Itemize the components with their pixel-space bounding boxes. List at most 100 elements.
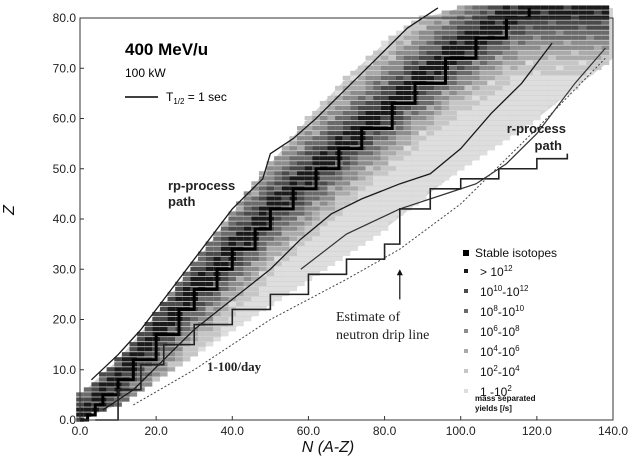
- yield-cell: [373, 186, 381, 191]
- yield-cell: [121, 397, 130, 402]
- yield-cell: [289, 141, 298, 146]
- yield-cell: [236, 211, 244, 216]
- yield-cell: [548, 50, 556, 55]
- yield-cell: [365, 181, 374, 186]
- yield-cell: [342, 100, 351, 106]
- yield-cell: [510, 121, 518, 126]
- y-tick-label: 40.0: [53, 212, 77, 226]
- yield-cell: [510, 85, 518, 91]
- yield-cell: [312, 121, 320, 126]
- yield-cell: [441, 10, 450, 15]
- yield-cell: [357, 115, 366, 121]
- yield-cell: [555, 30, 564, 35]
- yield-cell: [411, 25, 419, 30]
- yield-cell: [555, 65, 564, 71]
- yield-cell: [533, 55, 541, 60]
- yield-cell: [205, 251, 214, 256]
- yield-cell: [121, 357, 130, 362]
- yield-cell: [388, 35, 396, 40]
- yield-cell: [479, 90, 488, 96]
- yield-cell: [319, 266, 328, 272]
- yield-cell: [289, 266, 298, 272]
- yield-cell: [563, 40, 572, 45]
- yield-cell: [426, 60, 435, 65]
- yield-cell: [198, 281, 206, 287]
- yield-cell: [533, 80, 541, 86]
- yield-cell: [510, 25, 518, 30]
- yield-cell: [274, 271, 282, 277]
- yield-cell: [434, 171, 442, 176]
- yield-cell: [434, 75, 442, 81]
- yield-cell: [533, 85, 541, 91]
- yield-cell: [144, 337, 153, 342]
- yield-cell: [319, 151, 328, 156]
- yield-cell: [434, 90, 442, 96]
- yield-cell: [365, 115, 374, 121]
- yield-cell: [395, 156, 404, 161]
- yield-cell: [152, 311, 160, 317]
- yield-cell: [106, 377, 115, 382]
- yield-cell: [243, 316, 252, 322]
- yield-cell: [411, 191, 419, 196]
- yield-cell: [434, 105, 442, 111]
- yield-cell: [472, 80, 480, 86]
- yield-cell: [228, 327, 237, 332]
- yield-cell: [418, 136, 427, 141]
- yield-cell: [449, 151, 457, 156]
- yield-cell: [540, 10, 549, 15]
- y-tick-label: 10.0: [53, 363, 77, 377]
- yield-cell: [373, 221, 381, 226]
- yield-cell: [274, 171, 282, 176]
- yield-cell: [494, 40, 503, 45]
- yield-cell: [548, 40, 556, 45]
- yield-cell: [373, 65, 381, 71]
- yield-cell: [205, 281, 214, 287]
- yield-cell: [373, 216, 381, 221]
- yield-cell: [228, 221, 237, 226]
- yield-cell: [403, 50, 412, 55]
- yield-cell: [479, 50, 488, 55]
- yield-cell: [304, 216, 313, 221]
- yield-cell: [593, 30, 602, 35]
- yield-cell: [533, 35, 541, 40]
- yield-cell: [152, 322, 160, 327]
- yield-cell: [289, 216, 298, 221]
- yield-cell: [106, 382, 115, 387]
- yield-cell: [251, 276, 259, 282]
- yield-cell: [418, 181, 427, 186]
- yield-cell: [312, 191, 320, 196]
- yield-cell: [373, 121, 381, 126]
- yield-cell: [350, 131, 358, 136]
- yield-cell: [236, 221, 244, 226]
- yield-cell: [350, 216, 358, 221]
- yield-cell: [144, 347, 153, 352]
- yield-cell: [395, 85, 404, 91]
- yield-cell: [434, 161, 442, 166]
- yield-cell: [479, 25, 488, 30]
- yield-cell: [365, 186, 374, 191]
- yield-cell: [380, 141, 389, 146]
- yield-cell: [487, 70, 495, 76]
- yield-cell: [494, 65, 503, 71]
- yield-cell: [456, 60, 465, 65]
- yield-cell: [380, 136, 389, 141]
- yield-cell: [281, 211, 290, 216]
- yield-cell: [411, 50, 419, 55]
- yield-cell: [304, 166, 313, 171]
- yield-cell: [533, 25, 541, 30]
- yield-cell: [540, 60, 549, 65]
- yield-cell: [335, 196, 343, 201]
- yield-cell: [297, 191, 305, 196]
- yield-cell: [266, 276, 275, 282]
- yield-cell: [236, 231, 244, 236]
- yield-cell: [418, 161, 427, 166]
- yield-cell: [380, 216, 389, 221]
- yield-cell: [487, 60, 495, 65]
- yield-cell: [251, 286, 259, 292]
- yield-cell: [266, 231, 275, 236]
- yield-cell: [365, 136, 374, 141]
- yield-cell: [335, 121, 343, 126]
- yield-cell: [380, 151, 389, 156]
- yield-cell: [434, 136, 442, 141]
- half-life-1s-contour: [102, 42, 553, 411]
